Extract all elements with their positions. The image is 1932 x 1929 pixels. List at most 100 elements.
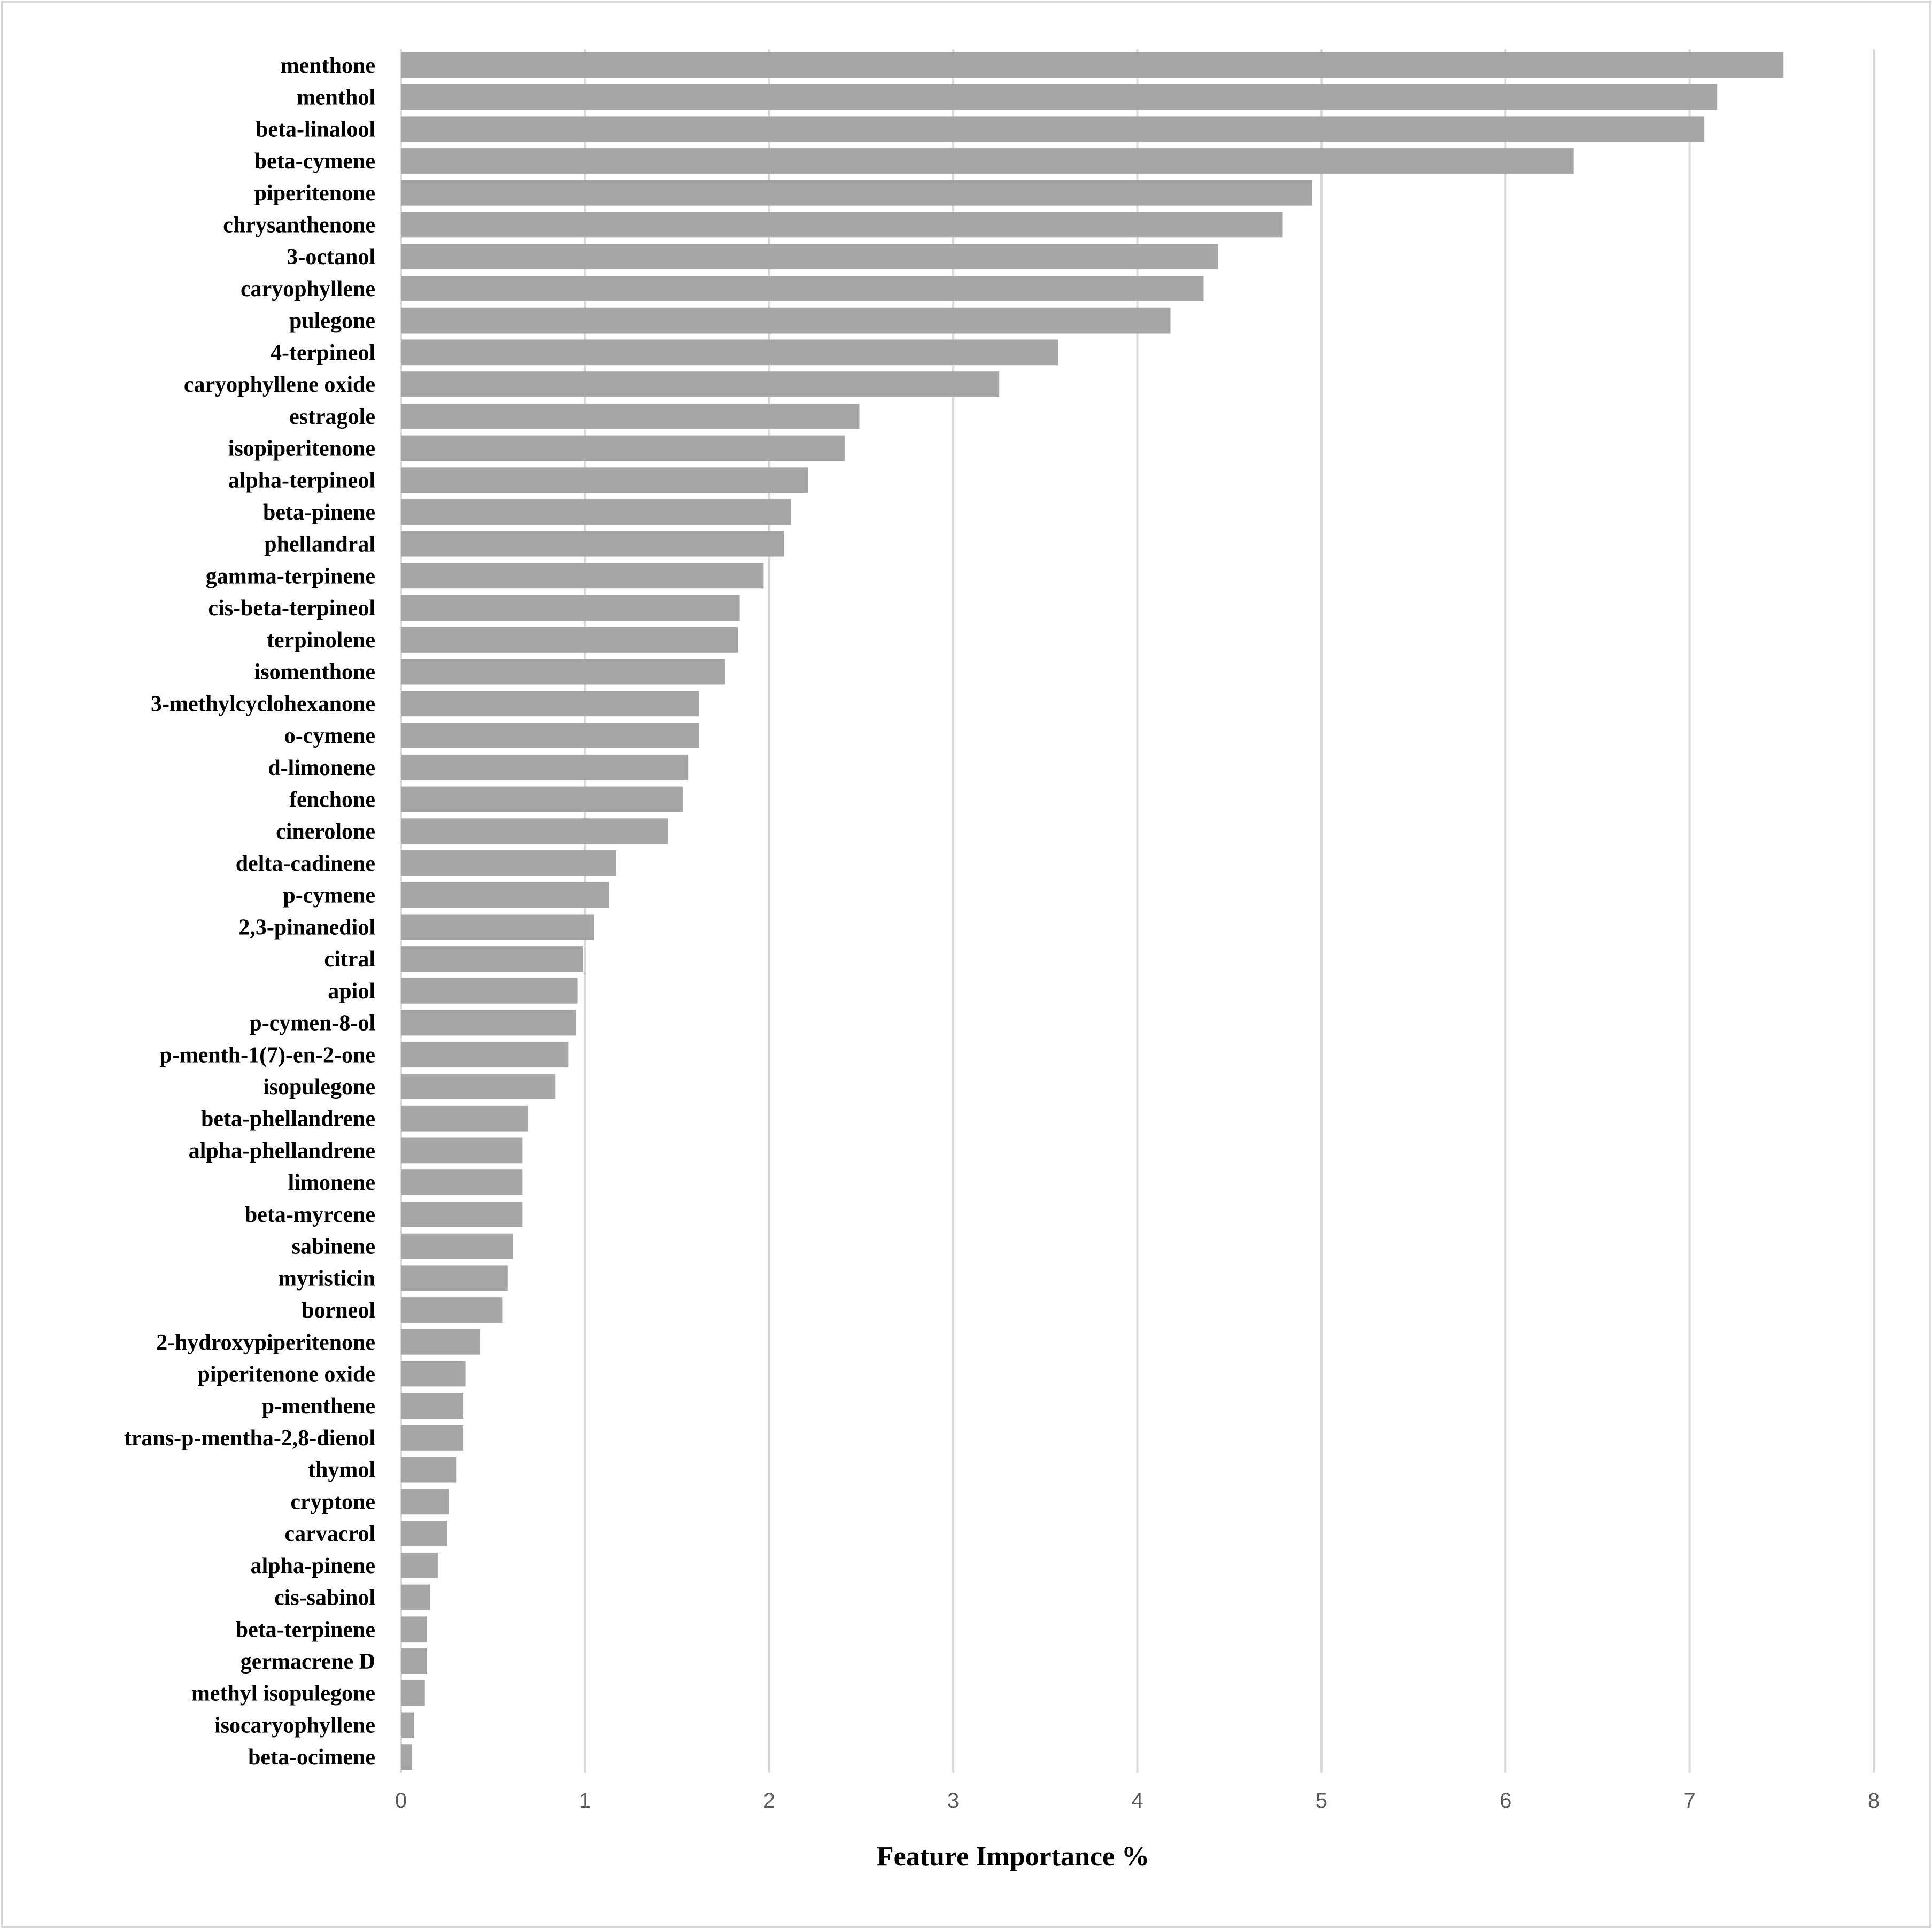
bar-isomenthone bbox=[401, 659, 725, 685]
category-label: beta-ocimene bbox=[248, 1745, 375, 1770]
category-label: alpha-terpineol bbox=[228, 468, 375, 493]
category-label: menthone bbox=[281, 53, 375, 78]
category-label: caryophyllene oxide bbox=[184, 373, 375, 397]
x-tick-label: 0 bbox=[395, 1789, 407, 1812]
bar-d-limonene bbox=[401, 754, 689, 780]
bar-beta-linalool bbox=[401, 116, 1705, 142]
x-tick-label: 6 bbox=[1500, 1789, 1511, 1812]
bar-cis-sabinol bbox=[401, 1584, 431, 1610]
bar-trans-p-mentha-2-8-dienol bbox=[401, 1425, 464, 1451]
category-label: fenchone bbox=[289, 787, 375, 812]
bar-terpinolene bbox=[401, 626, 738, 653]
bar-beta-cymene bbox=[401, 148, 1574, 174]
category-label: limonene bbox=[288, 1171, 375, 1195]
x-tick-label: 5 bbox=[1316, 1789, 1327, 1812]
x-tick-label: 7 bbox=[1684, 1789, 1696, 1812]
bar-p-menthene bbox=[401, 1393, 464, 1419]
bar-p-cymene bbox=[401, 882, 609, 908]
category-label: p-cymene bbox=[283, 884, 375, 908]
bar-beta-myrcene bbox=[401, 1201, 523, 1227]
bar-4-terpineol bbox=[401, 339, 1058, 366]
category-label: apiol bbox=[328, 979, 375, 1004]
bar-beta-terpinene bbox=[401, 1616, 427, 1643]
category-label: sabinene bbox=[292, 1235, 375, 1259]
category-label: 2-hydroxypiperitenone bbox=[156, 1330, 375, 1355]
category-label: cinerolone bbox=[276, 819, 375, 844]
category-label: delta-cadinene bbox=[236, 851, 375, 876]
bar-menthone bbox=[401, 52, 1784, 78]
bar-carvacrol bbox=[401, 1521, 447, 1546]
bar-phellandral bbox=[401, 531, 784, 557]
bar-3-methylcyclohexanone bbox=[401, 691, 699, 717]
bar-caryophyllene bbox=[401, 276, 1204, 301]
category-label: 4-terpineol bbox=[271, 340, 375, 365]
bar-germacrene-d bbox=[401, 1648, 427, 1674]
bar-estragole bbox=[401, 403, 860, 429]
bar-2-hydroxypiperitenone bbox=[401, 1329, 481, 1355]
category-labels: menthone menthol beta-linalool beta-cymene p… bbox=[124, 53, 375, 1770]
category-label: o-cymene bbox=[284, 724, 375, 748]
bar-sabinene bbox=[401, 1233, 514, 1259]
category-label: p-menthene bbox=[262, 1394, 375, 1419]
category-label: citral bbox=[324, 947, 375, 972]
category-label: cryptone bbox=[290, 1490, 375, 1514]
category-label: germacrene D bbox=[241, 1649, 375, 1674]
category-label: beta-cymene bbox=[254, 149, 375, 174]
x-tick-label: 1 bbox=[579, 1789, 591, 1812]
bar-alpha-phellandrene bbox=[401, 1137, 523, 1164]
x-tick-label: 4 bbox=[1131, 1789, 1143, 1812]
category-label: menthol bbox=[297, 86, 375, 110]
bar-isopulegone bbox=[401, 1074, 556, 1099]
bar-beta-phellandrene bbox=[401, 1105, 528, 1132]
bars bbox=[401, 52, 1784, 1770]
category-label: gamma-terpinene bbox=[206, 564, 375, 588]
bar-piperitenone-oxide bbox=[401, 1361, 466, 1387]
x-tick-label: 3 bbox=[947, 1789, 959, 1812]
x-tick-labels: 0 1 2 3 4 5 6 7 8 bbox=[395, 1789, 1880, 1812]
bar-myristicin bbox=[401, 1265, 508, 1291]
bar-apiol bbox=[401, 978, 578, 1004]
bar-isopiperitenone bbox=[401, 435, 845, 461]
bar-alpha-terpineol bbox=[401, 467, 808, 493]
bar-thymol bbox=[401, 1457, 457, 1483]
category-label: pulegone bbox=[289, 309, 375, 334]
bar-menthol bbox=[401, 84, 1718, 110]
category-label: alpha-phellandrene bbox=[189, 1138, 375, 1163]
bar-2-3-pinanediol bbox=[401, 914, 594, 940]
category-label: chrysanthenone bbox=[223, 213, 375, 237]
category-label: beta-phellandrene bbox=[201, 1107, 375, 1132]
x-axis-title: Feature Importance % bbox=[877, 1841, 1149, 1872]
category-label: phellandral bbox=[264, 532, 375, 557]
bar-cryptone bbox=[401, 1489, 449, 1515]
bar-fenchone bbox=[401, 786, 683, 812]
category-label: isopiperitenone bbox=[228, 437, 375, 461]
category-label: terpinolene bbox=[267, 628, 375, 653]
category-label: beta-terpinene bbox=[236, 1617, 375, 1642]
category-label: 2,3-pinanediol bbox=[238, 915, 375, 940]
bar-limonene bbox=[401, 1169, 523, 1196]
bar-borneol bbox=[401, 1297, 503, 1323]
x-tick-label: 8 bbox=[1868, 1789, 1880, 1812]
category-label: 3-methylcyclohexanone bbox=[151, 692, 375, 716]
bar-cis-beta-terpineol bbox=[401, 595, 740, 621]
category-label: myristicin bbox=[278, 1266, 375, 1291]
bar-p-cymen-8-ol bbox=[401, 1010, 576, 1036]
category-label: alpha-pinene bbox=[251, 1554, 375, 1578]
category-label: piperitenone bbox=[254, 181, 375, 206]
bar-delta-cadinene bbox=[401, 850, 616, 876]
bar-piperitenone bbox=[401, 180, 1312, 206]
bar-3-octanol bbox=[401, 244, 1219, 270]
category-label: piperitenone oxide bbox=[198, 1362, 376, 1386]
bar-beta-ocimene bbox=[401, 1744, 412, 1770]
category-label: 3-octanol bbox=[287, 245, 375, 269]
category-label: borneol bbox=[302, 1298, 375, 1323]
category-label: estragole bbox=[289, 405, 375, 429]
x-tick-label: 2 bbox=[763, 1789, 775, 1812]
category-label: beta-myrcene bbox=[245, 1203, 375, 1227]
category-label: isopulegone bbox=[263, 1075, 375, 1099]
category-label: beta-linalool bbox=[256, 117, 375, 142]
category-label: methyl isopulegone bbox=[191, 1682, 375, 1706]
bar-cinerolone bbox=[401, 818, 668, 845]
